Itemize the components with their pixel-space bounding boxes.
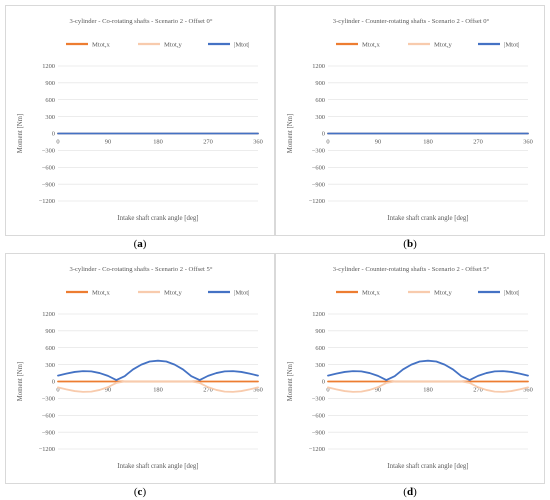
chart-panel-d: 3-cylinder - Counter-rotating shafts - S… <box>275 253 545 484</box>
caption-c: (c) <box>133 486 147 498</box>
y-tick-label: −1200 <box>309 198 325 205</box>
y-tick-label: 600 <box>45 345 55 352</box>
chart-panel-a: 3-cylinder - Co-rotating shafts - Scenar… <box>5 5 275 236</box>
y-tick-label: −900 <box>312 181 325 188</box>
y-tick-label: −1200 <box>39 446 55 453</box>
y-tick-label: −1200 <box>309 446 325 453</box>
legend-label: Mtot,x <box>362 290 380 297</box>
x-tick-label: 360 <box>253 387 263 394</box>
x-axis-label: Intake shaft crank angle [deg] <box>117 463 198 470</box>
y-tick-label: 600 <box>45 97 55 104</box>
y-tick-label: 900 <box>45 328 55 335</box>
y-tick-label: −300 <box>42 396 55 403</box>
chart-c: 3-cylinder - Co-rotating shafts - Scenar… <box>17 266 263 470</box>
y-tick-label: 300 <box>45 362 55 369</box>
legend-label: Mtot,x <box>92 42 110 49</box>
caption-a: (a) <box>133 238 147 250</box>
y-axis-label: Moment [Nm] <box>287 114 294 153</box>
x-tick-label: 270 <box>203 139 213 146</box>
y-tick-label: 900 <box>45 80 55 87</box>
y-tick-label: −900 <box>42 429 55 436</box>
y-tick-label: −900 <box>42 181 55 188</box>
legend-label: Mtot,x <box>92 290 110 297</box>
x-tick-label: 180 <box>423 387 433 394</box>
y-tick-label: 0 <box>322 379 325 386</box>
y-axis-label: Moment [Nm] <box>17 362 24 401</box>
chart-title: 3-cylinder - Counter-rotating shafts - S… <box>333 266 490 273</box>
x-tick-label: 0 <box>56 139 59 146</box>
legend-label: Mtot,y <box>434 290 452 297</box>
x-tick-label: 360 <box>523 387 533 394</box>
caption-d: (d) <box>403 486 417 498</box>
legend-label: |Mtot| <box>234 290 249 297</box>
y-tick-label: 600 <box>315 345 325 352</box>
legend-label: |Mtot| <box>504 42 519 49</box>
y-tick-label: −600 <box>42 412 55 419</box>
y-tick-label: 1200 <box>312 63 325 70</box>
y-tick-label: 300 <box>315 362 325 369</box>
x-tick-label: 270 <box>473 387 483 394</box>
y-tick-label: 1200 <box>42 311 55 318</box>
x-tick-label: 270 <box>203 387 213 394</box>
chart-title: 3-cylinder - Co-rotating shafts - Scenar… <box>70 18 213 25</box>
chart-b: 3-cylinder - Counter-rotating shafts - S… <box>287 18 533 222</box>
y-tick-label: −600 <box>42 164 55 171</box>
y-axis-label: Moment [Nm] <box>17 114 24 153</box>
y-tick-label: −1200 <box>39 198 55 205</box>
y-tick-label: 300 <box>45 114 55 121</box>
chart-panel-c: 3-cylinder - Co-rotating shafts - Scenar… <box>5 253 275 484</box>
x-tick-label: 360 <box>523 139 533 146</box>
y-tick-label: −900 <box>312 429 325 436</box>
legend-label: Mtot,x <box>362 42 380 49</box>
series-line-3 <box>327 359 529 381</box>
x-axis-label: Intake shaft crank angle [deg] <box>117 215 198 222</box>
x-tick-label: 0 <box>326 387 329 394</box>
chart-a: 3-cylinder - Co-rotating shafts - Scenar… <box>17 18 263 222</box>
y-tick-label: −300 <box>312 148 325 155</box>
y-tick-label: 1200 <box>312 311 325 318</box>
y-tick-label: −600 <box>312 164 325 171</box>
x-tick-label: 180 <box>423 139 433 146</box>
y-tick-label: 0 <box>52 131 55 138</box>
y-tick-label: 0 <box>52 379 55 386</box>
y-tick-label: 900 <box>315 80 325 87</box>
x-tick-label: 90 <box>105 139 111 146</box>
caption-b: (b) <box>403 238 417 250</box>
legend-label: Mtot,y <box>164 42 182 49</box>
y-tick-label: 300 <box>315 114 325 121</box>
chart-title: 3-cylinder - Co-rotating shafts - Scenar… <box>70 266 213 273</box>
chart-panel-b: 3-cylinder - Counter-rotating shafts - S… <box>275 5 545 236</box>
x-tick-label: 0 <box>326 139 329 146</box>
x-tick-label: 90 <box>375 139 381 146</box>
x-tick-label: 0 <box>56 387 59 394</box>
legend-label: |Mtot| <box>504 290 519 297</box>
legend-label: |Mtot| <box>234 42 249 49</box>
y-tick-label: 1200 <box>42 63 55 70</box>
y-tick-label: 600 <box>315 97 325 104</box>
legend-label: Mtot,y <box>164 290 182 297</box>
series-line-2 <box>327 380 529 393</box>
y-tick-label: 0 <box>322 131 325 138</box>
legend-label: Mtot,y <box>434 42 452 49</box>
y-tick-label: −300 <box>42 148 55 155</box>
y-tick-label: 900 <box>315 328 325 335</box>
y-tick-label: −300 <box>312 396 325 403</box>
x-tick-label: 270 <box>473 139 483 146</box>
x-axis-label: Intake shaft crank angle [deg] <box>387 463 468 470</box>
x-tick-label: 90 <box>105 387 111 394</box>
x-tick-label: 360 <box>253 139 263 146</box>
y-axis-label: Moment [Nm] <box>287 362 294 401</box>
series-line-2 <box>57 380 259 393</box>
series-line-3 <box>57 359 259 381</box>
x-tick-label: 180 <box>153 387 163 394</box>
x-tick-label: 90 <box>375 387 381 394</box>
x-axis-label: Intake shaft crank angle [deg] <box>387 215 468 222</box>
chart-title: 3-cylinder - Counter-rotating shafts - S… <box>333 18 490 25</box>
chart-d: 3-cylinder - Counter-rotating shafts - S… <box>287 266 533 470</box>
x-tick-label: 180 <box>153 139 163 146</box>
y-tick-label: −600 <box>312 412 325 419</box>
